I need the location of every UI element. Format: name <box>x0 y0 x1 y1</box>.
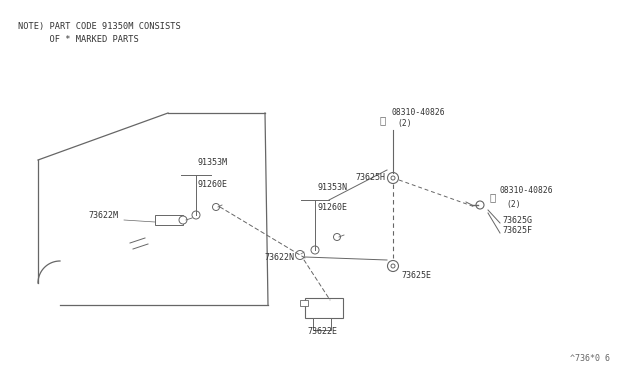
Circle shape <box>387 260 399 272</box>
Bar <box>305 298 343 318</box>
Text: Ⓢ: Ⓢ <box>380 115 386 125</box>
Text: Ⓢ: Ⓢ <box>490 192 496 202</box>
Circle shape <box>311 246 319 254</box>
Text: 73625G: 73625G <box>502 216 532 225</box>
Text: 73622N: 73622N <box>264 253 294 262</box>
Circle shape <box>333 234 340 241</box>
Circle shape <box>296 250 305 260</box>
Text: ^736*0 6: ^736*0 6 <box>570 354 610 363</box>
Text: NOTE) PART CODE 91350M CONSISTS: NOTE) PART CODE 91350M CONSISTS <box>18 22 180 31</box>
Circle shape <box>192 211 200 219</box>
Text: 73625F: 73625F <box>502 226 532 235</box>
Circle shape <box>476 201 484 209</box>
Text: 73625E: 73625E <box>401 271 431 280</box>
Text: 91260E: 91260E <box>318 203 348 212</box>
Text: 91353M: 91353M <box>198 158 228 167</box>
Circle shape <box>391 264 395 268</box>
Text: (2): (2) <box>397 119 412 128</box>
Text: 73625H: 73625H <box>355 173 385 182</box>
Circle shape <box>391 176 395 180</box>
Text: 73622E: 73622E <box>307 327 337 336</box>
Text: 08310-40826: 08310-40826 <box>500 186 554 195</box>
Circle shape <box>387 173 399 183</box>
Text: 91353N: 91353N <box>318 183 348 192</box>
Text: OF * MARKED PARTS: OF * MARKED PARTS <box>18 35 139 44</box>
Circle shape <box>179 216 187 224</box>
Text: 73622M: 73622M <box>88 211 118 220</box>
Circle shape <box>212 203 220 211</box>
Bar <box>313 318 331 330</box>
Text: (2): (2) <box>506 200 520 209</box>
Bar <box>300 300 308 306</box>
Bar <box>155 215 183 225</box>
Text: 91260E: 91260E <box>198 180 228 189</box>
Text: 08310-40826: 08310-40826 <box>391 108 445 117</box>
